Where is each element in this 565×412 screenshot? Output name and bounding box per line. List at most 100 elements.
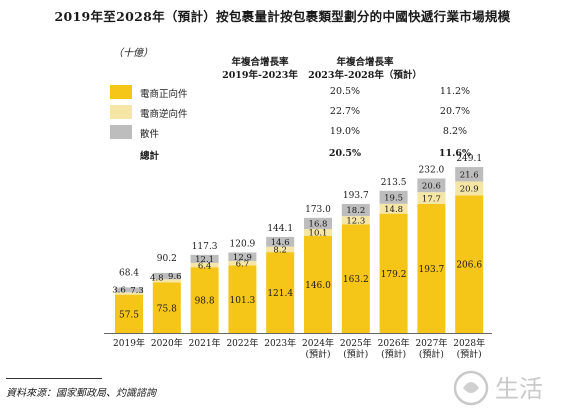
watermark-text: 生活 xyxy=(495,375,543,403)
bar-segment-電商逆向件 xyxy=(115,292,143,295)
data-label: 14.8 xyxy=(384,205,403,215)
bar-segment-電商正向件 xyxy=(228,265,257,333)
data-label: 57.5 xyxy=(119,310,139,320)
legend-row: 電商正向件 20.5% 11.2% xyxy=(110,84,470,102)
cagr-2019-2023-value: 22.7% xyxy=(329,106,361,117)
x-tick-label: 2028年 xyxy=(453,337,485,349)
cagr-2023-2028-value: 11.6% xyxy=(438,148,472,159)
data-label: 9.6 xyxy=(168,272,182,282)
data-label: 20.6 xyxy=(422,182,441,192)
cagr-header-2023-2028: 年複合增長率 2023年-2028年（預計） xyxy=(305,56,425,82)
data-label: 18.2 xyxy=(346,206,365,216)
x-tick-label: 2022年 xyxy=(226,337,258,349)
data-label: 4.8 xyxy=(150,274,164,284)
data-label: 98.8 xyxy=(195,297,215,307)
cagr-header-2019-2023-text: 年複合增長率 2019年-2023年 xyxy=(222,57,298,81)
bar-segment-散件 xyxy=(304,217,332,230)
bar-segment-散件 xyxy=(228,252,257,262)
bar-segment-電商逆向件 xyxy=(228,261,257,266)
bar-segment-電商逆向件 xyxy=(379,203,408,214)
source-note: 資料來源：國家郵政局、灼識諮詢 xyxy=(6,388,156,399)
cagr-header-2023-2028-text: 年複合增長率 2023年-2028年（預計） xyxy=(308,57,422,81)
data-label: 6.7 xyxy=(236,259,250,269)
total-label: 249.1 xyxy=(456,154,482,164)
watermark-circle-icon xyxy=(453,370,489,406)
legend-label: 電商逆向件 xyxy=(140,109,188,120)
total-label: 90.2 xyxy=(157,254,177,264)
bar-segment-電商逆向件 xyxy=(455,181,484,196)
x-tick-label: (預計) xyxy=(343,348,368,360)
legend-swatch xyxy=(110,85,132,99)
bar-segment-電商逆向件 xyxy=(304,229,332,236)
data-label: 12.3 xyxy=(346,216,365,226)
data-label: 206.6 xyxy=(456,261,482,271)
bar-segment-電商正向件 xyxy=(341,224,370,333)
data-label: 3.6 xyxy=(112,286,126,296)
bar-segment-電商逆向件 xyxy=(417,192,446,204)
bar-segment-電商逆向件 xyxy=(190,262,219,268)
watermark-swirl-icon xyxy=(463,382,479,393)
legend-label: 電商正向件 xyxy=(140,89,188,100)
x-tick-label: 2027年 xyxy=(415,337,447,349)
data-label: 14.6 xyxy=(271,238,290,248)
data-label: 101.3 xyxy=(230,296,256,306)
x-tick-label: 2023年 xyxy=(264,337,296,349)
cagr-2023-2028-value: 20.7% xyxy=(439,106,471,117)
data-label: 146.0 xyxy=(305,281,331,291)
total-label: 144.1 xyxy=(267,224,293,234)
data-label: 121.4 xyxy=(267,289,293,299)
legend-label: 總計 xyxy=(140,151,160,162)
data-label: 16.8 xyxy=(309,220,328,230)
x-tick-label: 2024年 xyxy=(302,337,334,349)
cagr-header-2019-2023: 年複合增長率 2019年-2023年 xyxy=(205,56,315,82)
data-label: 7.3 xyxy=(130,286,144,296)
data-label: 10.1 xyxy=(309,229,328,239)
data-label: 75.8 xyxy=(157,304,177,314)
legend-row: 總計 20.5% 11.6% xyxy=(110,146,471,164)
x-tick-label: 2019年 xyxy=(113,337,145,349)
total-label: 117.3 xyxy=(192,242,218,252)
data-label: 20.9 xyxy=(460,185,479,195)
cagr-2023-2028-value: 8.2% xyxy=(442,126,468,137)
unit-label: （十億） xyxy=(113,48,153,59)
bar-segment-散件 xyxy=(152,272,181,280)
bar-segment-電商逆向件 xyxy=(266,246,295,253)
watermark-logo: 生活 xyxy=(453,370,543,406)
bar-segment-電商逆向件 xyxy=(152,279,181,283)
bar-segment-電商正向件 xyxy=(304,235,332,333)
bar-segment-散件 xyxy=(190,254,219,263)
bar-segment-散件 xyxy=(341,203,370,217)
bar-segment-電商正向件 xyxy=(266,252,295,333)
legend-label: 散件 xyxy=(140,129,160,140)
cagr-2019-2023-value: 20.5% xyxy=(329,86,361,97)
total-label: 173.0 xyxy=(305,205,331,215)
data-label: 6.4 xyxy=(198,261,212,271)
data-label: 8.2 xyxy=(273,246,287,256)
data-label: 179.2 xyxy=(381,270,407,280)
x-tick-label: 2020年 xyxy=(151,337,183,349)
total-label: 68.4 xyxy=(119,268,139,278)
bar-segment-散件 xyxy=(455,167,484,182)
bar-segment-散件 xyxy=(115,287,143,293)
legend-row: 電商逆向件 22.7% 20.7% xyxy=(110,104,470,122)
legend-swatch xyxy=(110,125,132,139)
legend-swatch xyxy=(110,105,132,119)
legend-row: 散件 19.0% 8.2% xyxy=(110,124,467,142)
total-label: 120.9 xyxy=(230,239,256,249)
cagr-2023-2028-value: 11.2% xyxy=(439,86,471,97)
chart-title: 2019年至2028年（預計）按包裹量計按包裹類型劃分的中國快遞行業市場規模 xyxy=(54,9,511,24)
data-label: 12.9 xyxy=(233,253,252,263)
data-label: 12.1 xyxy=(195,255,214,265)
cagr-2019-2023-value: 19.0% xyxy=(329,126,361,137)
cagr-2019-2023-value: 20.5% xyxy=(328,148,362,159)
total-label: 193.7 xyxy=(343,191,369,201)
data-label: 193.7 xyxy=(419,265,445,275)
bar-segment-電商正向件 xyxy=(115,294,143,333)
bar-segment-電商逆向件 xyxy=(341,216,370,225)
bar-segment-散件 xyxy=(266,236,295,247)
x-tick-label: (預計) xyxy=(457,348,482,360)
bar-segment-電商正向件 xyxy=(190,267,219,333)
total-label: 232.0 xyxy=(419,165,445,175)
total-label: 213.5 xyxy=(381,178,407,188)
